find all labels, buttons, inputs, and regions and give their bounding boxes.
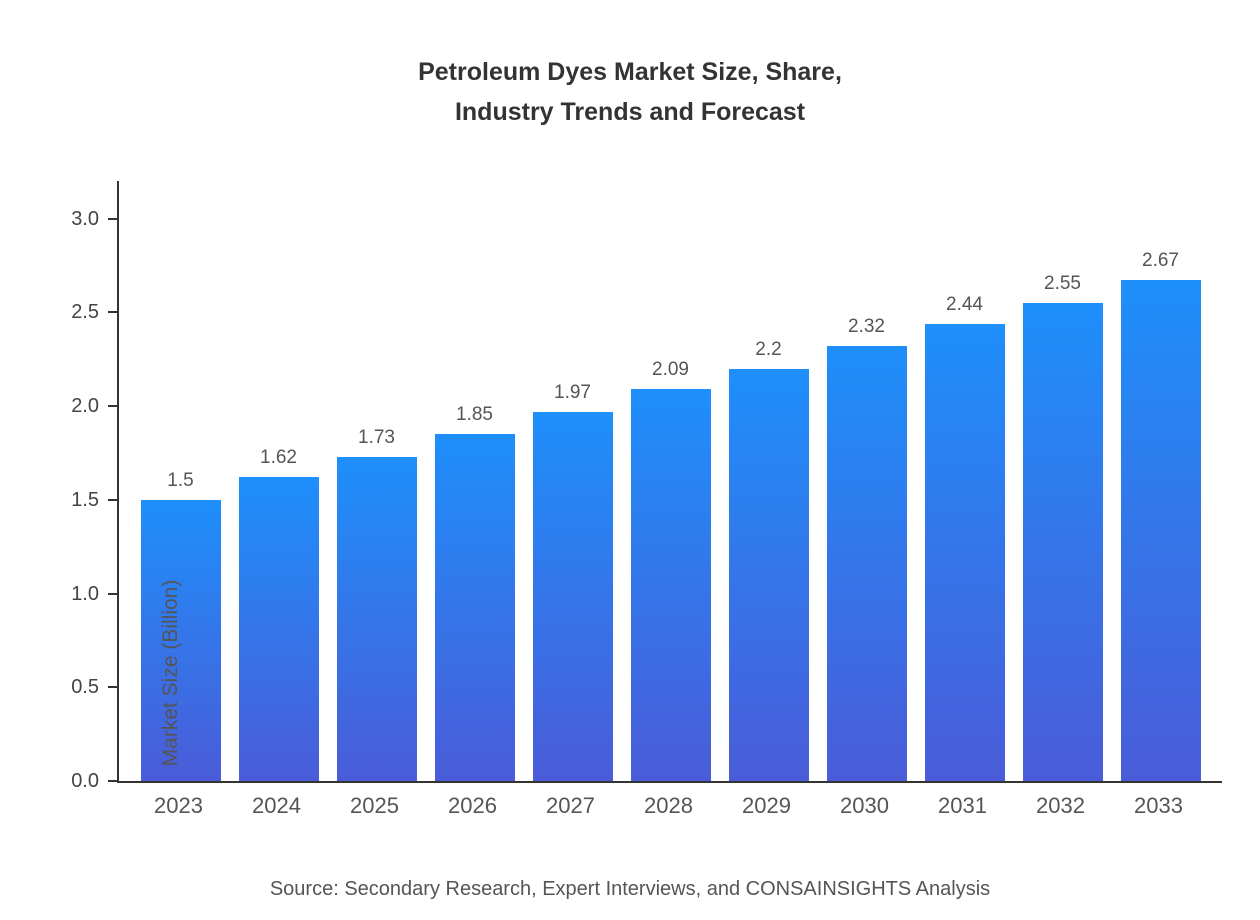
bar <box>434 434 515 781</box>
y-tick-mark <box>108 592 117 595</box>
bar-column: 1.62 <box>230 447 328 781</box>
y-tick-mark <box>108 217 117 220</box>
y-tick-label: 0.5 <box>71 676 99 699</box>
y-tick-label: 3.0 <box>71 207 99 230</box>
y-tick-mark <box>108 686 117 689</box>
bar-value-label: 2.09 <box>652 359 689 381</box>
y-tick-mark <box>108 780 117 782</box>
x-tick-label: 2032 <box>1036 793 1085 818</box>
bar <box>532 411 613 781</box>
x-axis: 2023 2024 2025 2026 2027 2028 2029 2030 2031 2032… <box>117 793 1220 819</box>
bar-value-label: 2.67 <box>1142 250 1179 272</box>
bar-column: 1.5 <box>132 470 230 781</box>
bar <box>728 368 809 781</box>
bar-column: 2.44 <box>916 293 1014 781</box>
x-tick-label: 2029 <box>742 793 791 818</box>
y-tick-label: 1.0 <box>71 582 99 605</box>
x-tick-label: 2025 <box>350 793 399 818</box>
x-tick-label: 2030 <box>840 793 889 818</box>
bar <box>1120 280 1201 781</box>
bar-column: 2.55 <box>1014 273 1112 781</box>
bar <box>630 389 711 781</box>
bar-column: 1.85 <box>426 404 524 781</box>
plot-area: 0.0 0.5 1.0 1.5 2.0 2.5 3.0 1.5 1.62 1.73 1.85 1.9… <box>71 181 1222 791</box>
bar-value-label: 1.85 <box>456 404 493 426</box>
x-tick-label: 2026 <box>448 793 497 818</box>
y-tick-label: 2.0 <box>71 395 99 417</box>
x-tick-label: 2024 <box>252 793 301 818</box>
bar-value-label: 1.62 <box>260 447 297 469</box>
bar <box>238 477 319 781</box>
bar-value-label: 1.97 <box>554 381 591 403</box>
bar-column: 2.67 <box>1112 250 1210 781</box>
bar-column: 1.97 <box>524 382 622 781</box>
bar-value-label: 2.2 <box>755 338 782 360</box>
x-tick-label: 2023 <box>154 793 203 818</box>
chart-title: Petroleum Dyes Market Size, Share, Indus… <box>418 58 842 126</box>
y-tick-label: 2.5 <box>71 301 99 324</box>
x-tick-label: 2033 <box>1134 793 1183 818</box>
bar <box>336 456 417 781</box>
y-tick-label: 1.5 <box>71 488 99 511</box>
bar-value-label: 2.44 <box>946 293 983 315</box>
y-tick-mark <box>108 498 117 501</box>
bar-column: 1.73 <box>328 427 426 781</box>
bar <box>826 346 907 781</box>
bar-value-label: 1.73 <box>358 426 395 448</box>
y-tick-label: 0.0 <box>71 770 99 792</box>
x-tick-label: 2027 <box>546 793 595 818</box>
bar-value-label: 1.5 <box>167 469 194 491</box>
x-tick-label: 2031 <box>938 793 987 818</box>
bar-value-label: 2.32 <box>848 316 885 337</box>
bar-column: 2.09 <box>622 359 720 781</box>
bar-value-label: 2.55 <box>1044 272 1081 294</box>
y-tick-mark <box>108 405 117 407</box>
bar <box>924 323 1005 781</box>
source-note: Source: Secondary Research, Expert Inter… <box>269 878 991 900</box>
bar <box>140 499 221 781</box>
y-tick-mark <box>108 311 117 314</box>
bar-series: 1.5 1.62 1.73 1.85 1.97 2.09 2.2 2.32 2.44 2.55 2.… <box>119 181 1222 781</box>
x-tick-label: 2028 <box>644 793 693 818</box>
bar-column: 2.2 <box>720 338 818 781</box>
y-axis-title: Market Size (Billion) <box>159 579 182 767</box>
bar <box>1022 302 1103 781</box>
bar-column: 2.32 <box>818 316 916 781</box>
